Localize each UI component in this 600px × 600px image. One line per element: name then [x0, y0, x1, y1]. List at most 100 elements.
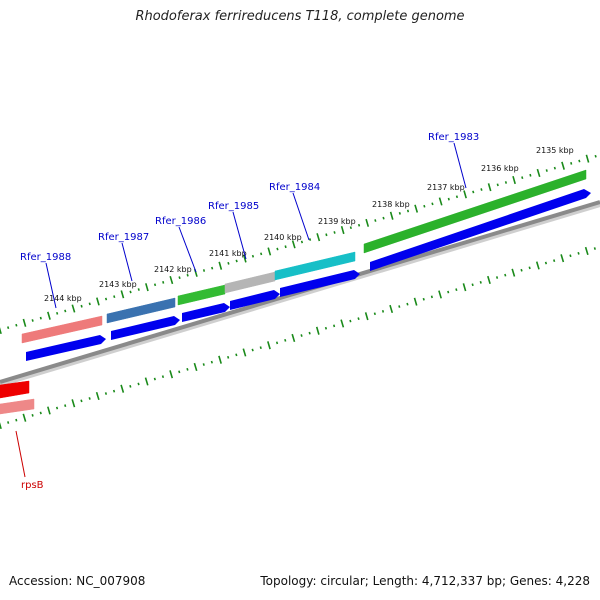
gene-label-rfer-1984: Rfer_1984: [269, 182, 320, 193]
scale-tick-upper: [284, 245, 287, 249]
scale-tick-upper: [186, 273, 189, 277]
scale-tick-upper: [145, 283, 149, 292]
scale-tick-lower: [584, 246, 589, 256]
scale-tick-lower: [389, 304, 394, 314]
scale-tick-upper: [438, 197, 443, 206]
label-leader-rfer-1984: [292, 192, 310, 241]
scale-tick-lower: [88, 397, 91, 400]
scale-tick-upper: [31, 319, 34, 322]
scale-tick-lower: [178, 370, 181, 374]
scale-tick-lower: [333, 324, 336, 328]
scale-tick-lower: [47, 406, 51, 415]
scale-tick-lower: [64, 404, 67, 408]
scale-tick-lower: [381, 309, 385, 313]
scale-tick-upper: [7, 326, 10, 330]
scale-tick-lower: [235, 353, 238, 357]
scale-label-2135-kbp: 2135 kbp: [536, 146, 574, 155]
scale-tick-upper: [406, 209, 410, 213]
cds-arrow-rfer-1987: [111, 316, 180, 340]
gene-bar-rfer-1985: [224, 271, 276, 294]
scale-tick-lower: [544, 261, 548, 265]
scale-tick-upper: [365, 218, 370, 227]
scale-tick-lower: [55, 406, 59, 410]
gene-feature-rfer-1984[interactable]: Rfer_1984: [269, 182, 360, 297]
scale-tick-upper: [267, 247, 272, 256]
scale-tick-upper: [529, 173, 532, 177]
scale-tick-upper: [585, 154, 590, 163]
scale-tick-upper: [340, 225, 345, 235]
label-leader-rfer-1988: [45, 262, 57, 309]
scale-tick-lower: [251, 348, 254, 352]
gene-label-rpsb: rpsB: [21, 480, 44, 491]
scale-tick-upper: [521, 176, 524, 180]
accession-text: Accession: NC_007908: [9, 574, 146, 588]
scale-tick-lower: [80, 399, 83, 403]
scale-tick-upper: [120, 290, 125, 299]
scale-tick-lower: [357, 317, 360, 321]
scale-label-2144-kbp: 2144 kbp: [44, 294, 82, 303]
label-leader-rfer-1987: [121, 242, 133, 282]
scale-tick-upper: [56, 311, 59, 315]
scale-tick-upper: [178, 276, 181, 280]
scale-label-2143-kbp: 2143 kbp: [99, 280, 137, 289]
scale-tick-lower: [7, 421, 10, 424]
cds-arrow-rfer-1986: [182, 303, 230, 322]
scale-tick-upper: [398, 211, 401, 215]
scale-tick-lower: [120, 384, 125, 393]
scale-tick-upper: [211, 266, 214, 270]
scale-tick-upper: [169, 275, 174, 285]
gene-feature-rfer-1988[interactable]: Rfer_1988: [20, 252, 106, 361]
scale-tick-lower: [504, 273, 507, 277]
scale-tick-upper: [447, 197, 450, 201]
gene-label-rfer-1985: Rfer_1985: [208, 201, 259, 212]
scale-tick-lower: [169, 370, 174, 379]
scale-tick-lower: [71, 399, 76, 408]
scale-tick-lower: [210, 360, 213, 364]
scale-tick-lower: [193, 362, 198, 372]
scale-tick-upper: [300, 240, 304, 244]
scale-tick-lower: [569, 254, 572, 258]
cds-arrow-rfer-1984: [280, 270, 360, 297]
scale-tick-lower: [535, 261, 540, 270]
gene-bar-rfer-1987: [106, 297, 176, 324]
gene-feature-rfer-1983[interactable]: Rfer_1983: [363, 132, 591, 271]
gene-feature-rfer-1985[interactable]: Rfer_1985: [208, 201, 280, 310]
scale-label-2140-kbp: 2140 kbp: [264, 233, 302, 242]
scale-tick-lower: [104, 392, 108, 395]
gene-feature-rfer-1987[interactable]: Rfer_1987: [98, 232, 180, 340]
scale-tick-upper: [137, 288, 140, 291]
scale-tick-lower: [153, 377, 156, 381]
scale-tick-upper: [545, 169, 548, 172]
gene-feature-rpsb[interactable]: rpsB: [0, 380, 44, 491]
scale-tick-lower: [553, 259, 556, 263]
scale-tick-upper: [0, 327, 2, 335]
scale-tick-lower: [373, 312, 376, 316]
scale-tick-upper: [202, 269, 206, 272]
scale-label-2138-kbp: 2138 kbp: [372, 200, 410, 209]
scale-tick-lower: [520, 268, 523, 272]
scale-tick-lower: [398, 305, 401, 308]
scale-tick-lower: [495, 276, 499, 279]
scale-tick-upper: [382, 216, 385, 220]
scale-labels: 2144 kbp 2143 kbp 2142 kbp 2141 kbp 2140 kbp…: [44, 146, 574, 303]
gene-label-rfer-1983: Rfer_1983: [428, 132, 479, 143]
scale-tick-lower: [129, 384, 132, 388]
scale-tick-upper: [64, 309, 67, 313]
scale-tick-lower: [15, 418, 18, 422]
scale-tick-upper: [536, 168, 541, 178]
scale-tick-upper: [561, 161, 565, 170]
gene-label-rfer-1986: Rfer_1986: [155, 216, 206, 227]
scale-tick-lower: [39, 411, 42, 415]
gene-feature-rfer-1986[interactable]: Rfer_1986: [155, 216, 230, 322]
scale-tick-upper: [333, 231, 336, 234]
scale-tick-upper: [113, 295, 116, 299]
scale-tick-lower: [462, 283, 467, 292]
gene-bar-rfer-1986: [177, 284, 226, 306]
scale-label-2141-kbp: 2141 kbp: [209, 249, 247, 258]
scale-tick-lower: [144, 377, 149, 386]
scale-tick-upper: [218, 261, 223, 270]
scale-tick-upper: [71, 304, 76, 313]
scale-tick-lower: [22, 413, 27, 422]
scale-tick-upper: [260, 252, 263, 256]
